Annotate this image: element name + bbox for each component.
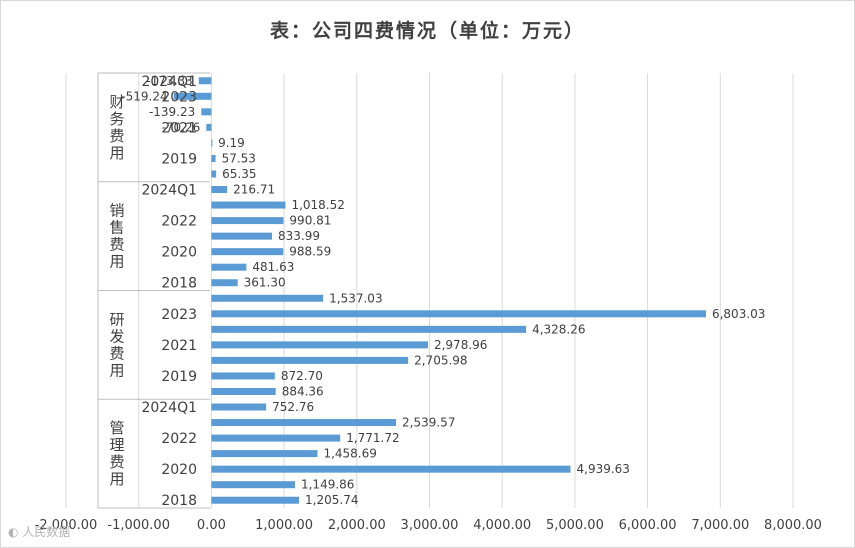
data-label: 9.19 (218, 136, 245, 150)
bar (201, 108, 212, 116)
data-label: 57.53 (222, 151, 256, 165)
bar (211, 154, 216, 162)
group-label: 财务费用 (109, 93, 124, 162)
bar (173, 92, 212, 100)
data-label: 990.81 (289, 214, 331, 228)
bar (211, 170, 217, 178)
data-label: 1,537.03 (329, 291, 382, 305)
category-label: 2024Q1 (141, 400, 197, 416)
category-label: 2019 (161, 369, 197, 385)
category-label: 2018 (161, 276, 197, 292)
bar (211, 279, 238, 287)
x-tick-label: 2,000.00 (328, 518, 386, 533)
watermark: ◐ 人民数据 (8, 525, 71, 539)
bar (211, 294, 324, 302)
bar (211, 403, 267, 411)
category-label: 2022 (161, 431, 197, 447)
category-label: 2021 (161, 120, 197, 136)
chart-title: 表：公司四费情况（单位：万元） (269, 20, 585, 42)
bar (211, 450, 318, 458)
data-label: 2,539.57 (402, 416, 455, 430)
category-label: 2023 (161, 307, 197, 323)
data-label: 361.30 (244, 276, 286, 290)
data-label: 752.76 (272, 400, 314, 414)
bar (211, 201, 286, 209)
bar (211, 263, 247, 271)
x-tick-label: 5,000.00 (546, 518, 604, 533)
bar (211, 481, 295, 489)
data-label: 1,771.72 (346, 431, 399, 445)
data-label: -519.24 (121, 89, 167, 103)
data-label: 872.70 (281, 369, 323, 383)
bar (211, 325, 527, 333)
bar (206, 123, 212, 131)
group-label: 研发费用 (109, 310, 124, 379)
category-label: 2018 (161, 493, 197, 509)
category-label: 2024Q1 (141, 74, 197, 90)
data-label: 2,705.98 (414, 353, 467, 367)
bar (198, 77, 212, 85)
data-label: 1,458.69 (323, 447, 376, 461)
x-tick-label: 7,000.00 (691, 518, 749, 533)
data-label: 4,939.63 (577, 462, 630, 476)
y-axis-labels: 2024Q12023202120192024Q12022202020182023… (141, 74, 197, 509)
x-tick-label: 1,000.00 (255, 518, 313, 533)
category-label: 2019 (161, 151, 197, 167)
data-label: 1,149.86 (301, 478, 354, 492)
data-label: 988.59 (289, 245, 331, 259)
data-label: 216.71 (233, 183, 275, 197)
category-label: 2021 (161, 338, 197, 354)
x-axis-tick-labels: -2,000.00 -1,000.00 0.00 1,000.00 2,000.00 3,… (35, 518, 822, 533)
bar (211, 217, 284, 225)
data-label: 884.36 (282, 384, 324, 398)
bar (211, 419, 397, 427)
data-label: 833.99 (278, 229, 320, 243)
x-tick-label: -2,000.00 (35, 518, 98, 533)
x-tick-label: 4,000.00 (473, 518, 531, 533)
data-label: 1,018.52 (291, 198, 344, 212)
x-tick-label: 3,000.00 (401, 518, 459, 533)
group-label: 销售费用 (109, 202, 124, 271)
bar (211, 372, 275, 380)
category-label: 2023 (161, 89, 197, 105)
bar (211, 232, 273, 240)
watermark-text: 人民数据 (22, 525, 71, 539)
bar (211, 248, 284, 256)
bar (211, 434, 341, 442)
bar (211, 356, 409, 364)
bar (211, 310, 706, 318)
bar (211, 387, 276, 395)
data-label: 2,978.96 (434, 338, 487, 352)
category-label: 2020 (161, 462, 197, 478)
bars (173, 77, 706, 504)
bar (211, 341, 428, 349)
data-label: 6,803.03 (712, 307, 765, 321)
group-label: 管理费用 (109, 419, 124, 488)
category-label: 2024Q1 (141, 183, 197, 199)
data-label: 1,205.74 (305, 493, 358, 507)
category-label: 2022 (161, 214, 197, 230)
data-label: -139.23 (149, 105, 195, 119)
x-tick-label: -1,000.00 (107, 518, 170, 533)
data-label: -173.33 (146, 74, 192, 88)
data-label: 4,328.26 (532, 322, 585, 336)
data-label: 481.63 (252, 260, 294, 274)
bar (211, 186, 228, 194)
data-label: 65.35 (222, 167, 256, 181)
category-label: 2020 (161, 245, 197, 261)
x-tick-label: 8,000.00 (764, 518, 822, 533)
x-tick-label: 0.00 (197, 518, 226, 533)
x-tick-label: 6,000.00 (619, 518, 677, 533)
data-label: -70.26 (162, 120, 201, 134)
bar (211, 496, 300, 504)
bar (211, 465, 571, 473)
bar (211, 139, 213, 147)
